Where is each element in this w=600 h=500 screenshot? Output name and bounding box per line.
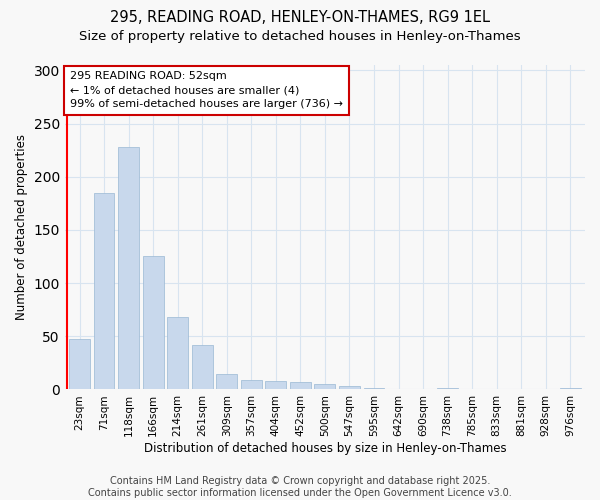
X-axis label: Distribution of detached houses by size in Henley-on-Thames: Distribution of detached houses by size … xyxy=(143,442,506,455)
Bar xyxy=(560,388,581,390)
Bar xyxy=(314,384,335,390)
Bar xyxy=(437,388,458,390)
Bar xyxy=(143,256,164,390)
Bar xyxy=(94,192,115,390)
Bar xyxy=(265,381,286,390)
Bar xyxy=(69,340,90,390)
Bar xyxy=(339,386,360,390)
Text: 295 READING ROAD: 52sqm
← 1% of detached houses are smaller (4)
99% of semi-deta: 295 READING ROAD: 52sqm ← 1% of detached… xyxy=(70,72,343,110)
Text: 295, READING ROAD, HENLEY-ON-THAMES, RG9 1EL: 295, READING ROAD, HENLEY-ON-THAMES, RG9… xyxy=(110,10,490,25)
Text: Contains HM Land Registry data © Crown copyright and database right 2025.
Contai: Contains HM Land Registry data © Crown c… xyxy=(88,476,512,498)
Bar xyxy=(217,374,237,390)
Bar xyxy=(290,382,311,390)
Bar xyxy=(118,147,139,390)
Bar xyxy=(192,345,212,390)
Text: Size of property relative to detached houses in Henley-on-Thames: Size of property relative to detached ho… xyxy=(79,30,521,43)
Bar xyxy=(241,380,262,390)
Y-axis label: Number of detached properties: Number of detached properties xyxy=(15,134,28,320)
Bar xyxy=(364,388,385,390)
Bar xyxy=(167,317,188,390)
